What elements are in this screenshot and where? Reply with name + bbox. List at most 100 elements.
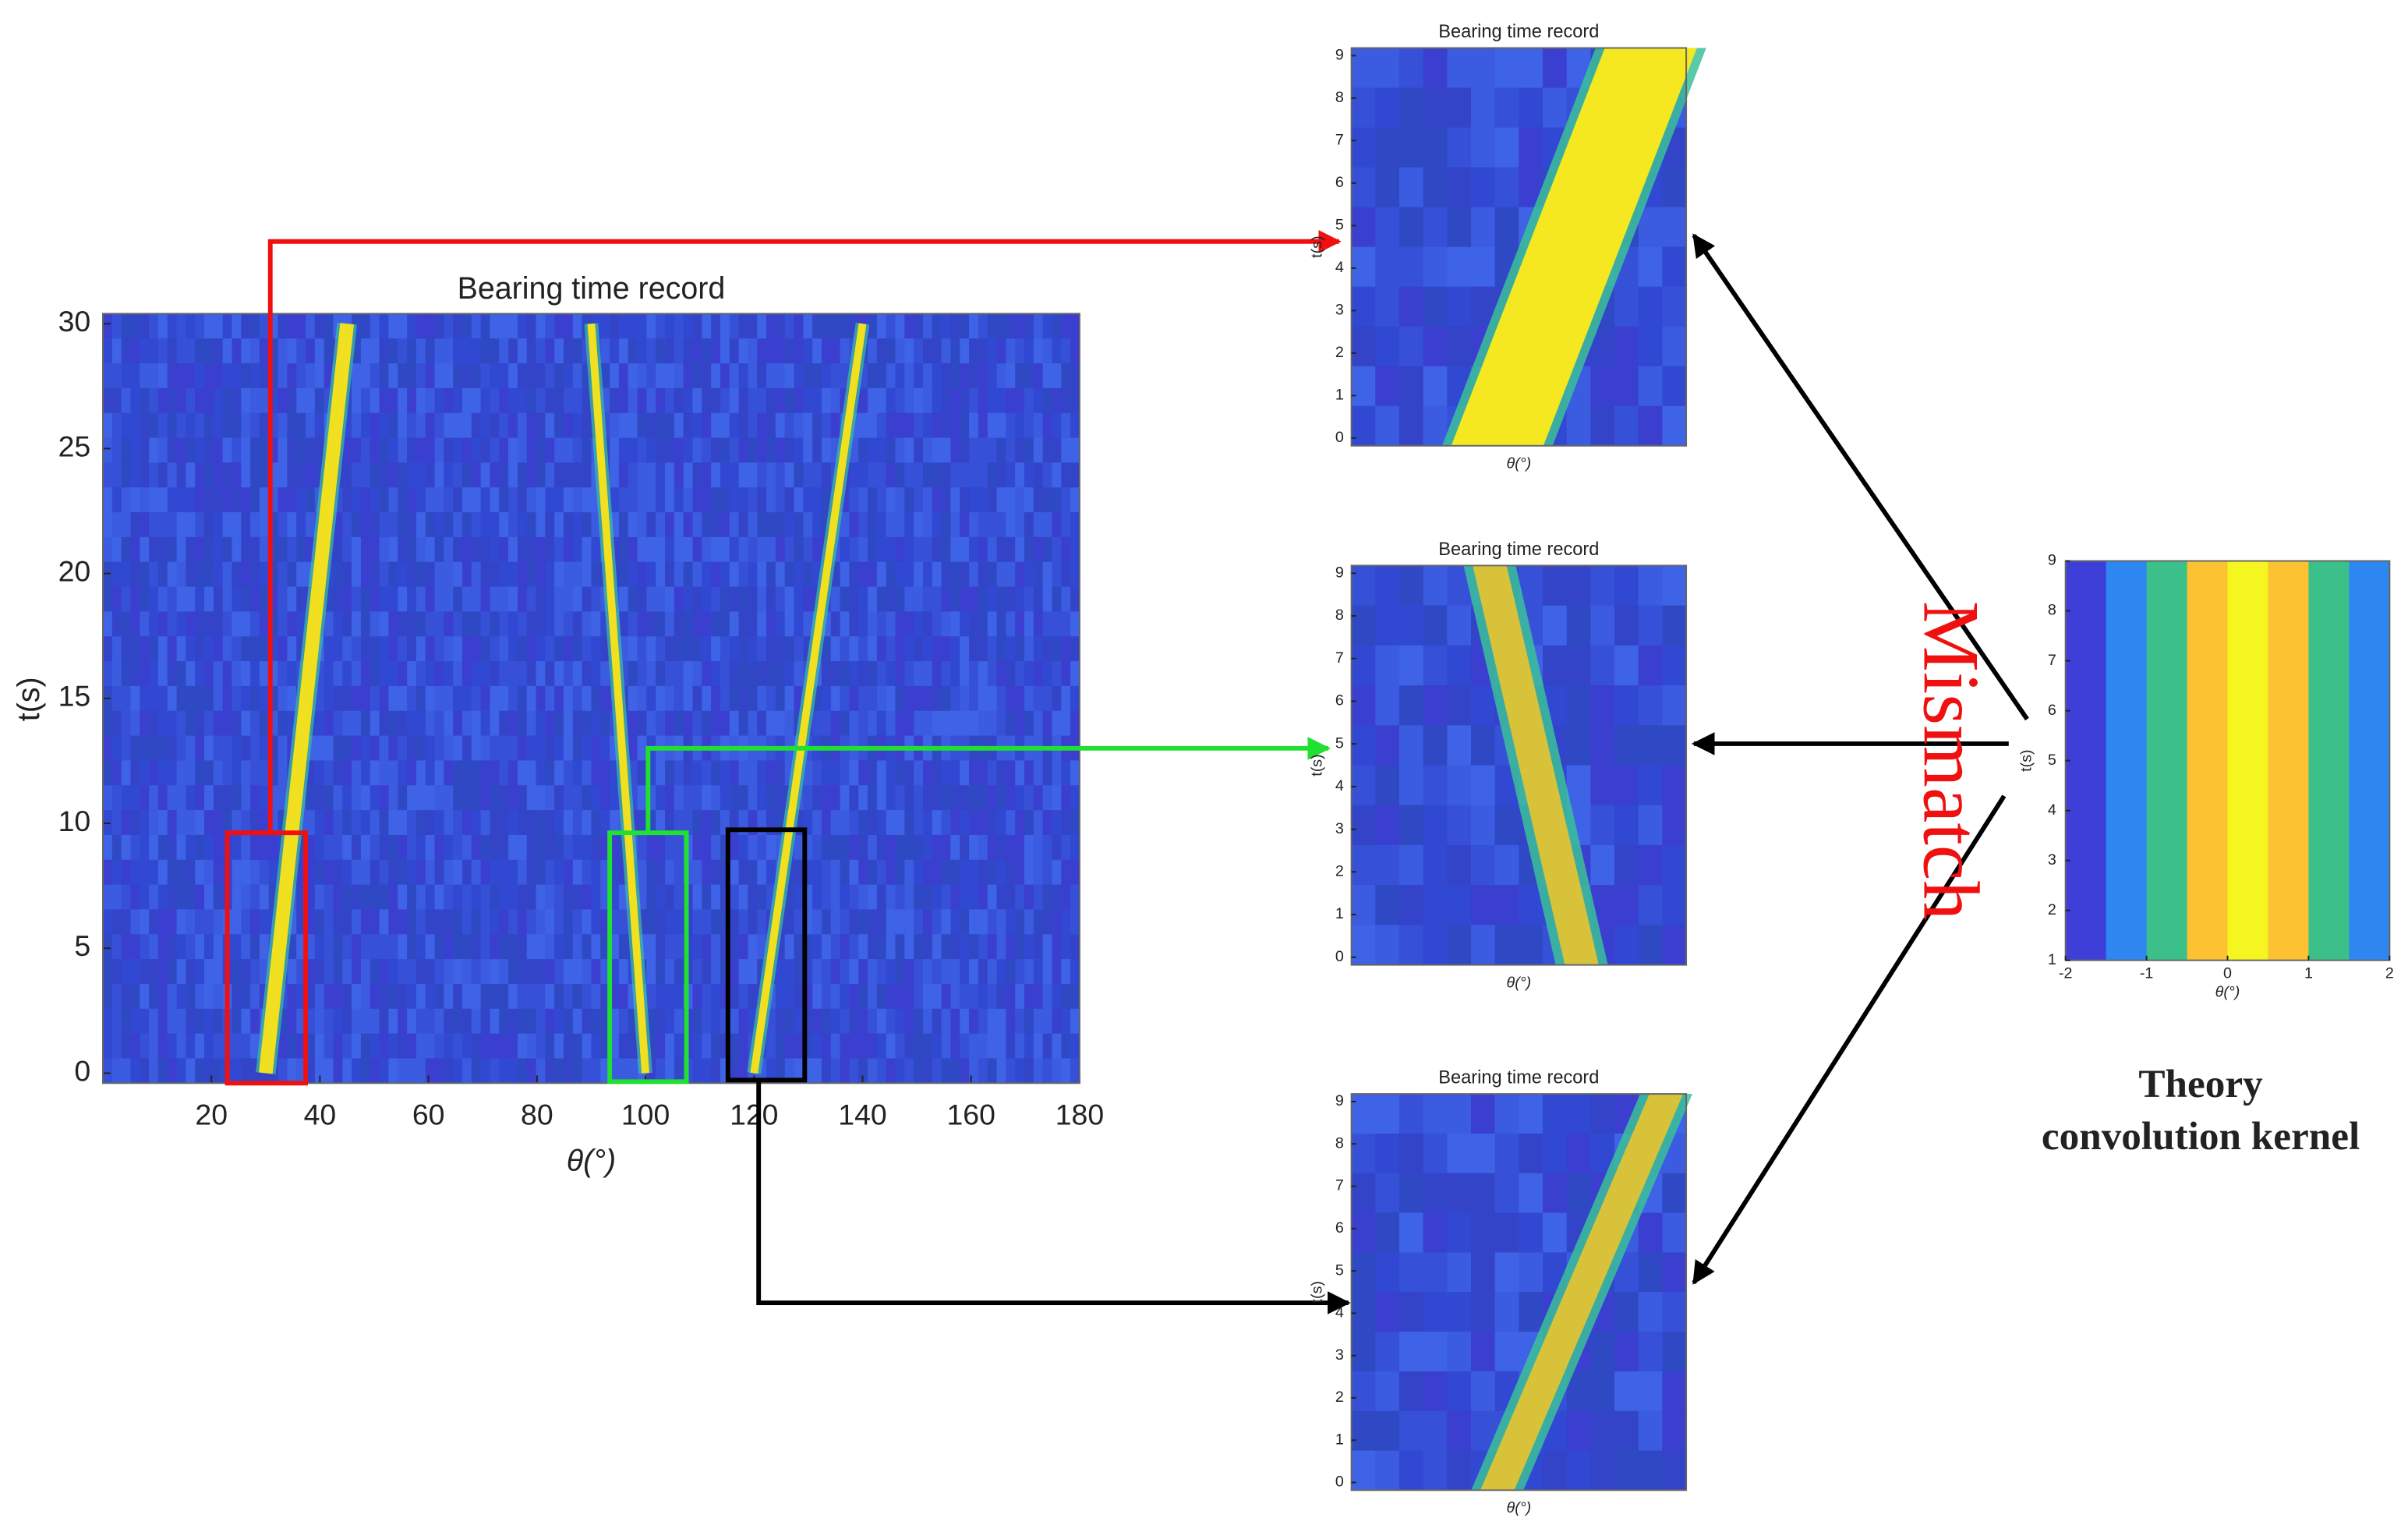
noise-cell [1614,366,1639,407]
noise-cell [149,487,159,513]
noise-cell [996,710,1006,737]
noise-cell [591,834,601,861]
noise-cell [628,661,638,687]
noise-cell [1070,959,1080,985]
noise-cell [545,810,555,836]
noise-cell [287,1008,297,1035]
noise-cell [342,462,352,488]
noise-cell [960,363,970,389]
track [750,323,867,1074]
noise-cell [610,934,620,960]
noise-cell [287,313,297,339]
noise-cell [157,512,168,538]
noise-cell [517,636,528,662]
noise-cell [637,487,647,513]
noise-cell [554,685,564,712]
noise-cell [978,611,988,637]
noise-cell [102,934,113,960]
noise-cell [536,884,546,911]
noise-cell [167,661,178,687]
noise-cell [352,462,362,488]
noise-cell [794,387,804,414]
noise-cell [1033,859,1044,886]
noise-cell [398,512,408,538]
noise-cell [711,959,721,985]
noise-cell [536,760,546,786]
noise-cell [111,561,122,588]
noise-cell [102,1033,113,1060]
noise-cell [692,785,702,811]
noise-cell [812,834,822,861]
noise-cell [379,760,390,786]
noise-cell [204,710,214,737]
noise-cell [702,909,712,935]
noise-cell [794,586,804,612]
noise-cell [1006,536,1016,563]
noise-cell [950,313,960,339]
noise-cell [1070,685,1080,712]
arrow [756,1080,1351,1314]
noise-cell [490,1033,500,1060]
noise-cell [1662,1292,1687,1332]
noise-cell [775,313,786,339]
noise-cell [232,785,242,811]
noise-cell [914,834,924,861]
noise-cell [1070,785,1080,811]
noise-cell [388,586,398,612]
noise-cell [941,512,952,538]
noise-cell [922,909,933,935]
y-tick-label: 5 [1335,734,1344,752]
noise-cell [996,884,1006,911]
noise-cell [987,710,998,737]
x-tick-label: 60 [412,1099,445,1131]
noise-cell [1543,1173,1568,1214]
noise-cell [1638,925,1664,966]
noise-cell [204,412,214,439]
noise-cell [987,462,998,488]
noise-cell [333,536,343,563]
noise-cell [1375,1094,1400,1134]
noise-cell [876,959,887,985]
noise-cell [352,611,362,637]
noise-cell [563,710,574,737]
noise-cell [461,487,472,513]
noise-cell [1070,909,1080,935]
noise-cell [287,1058,297,1084]
noise-cell [111,437,122,463]
noise-cell [692,760,702,786]
noise-cell [342,611,352,637]
noise-cell [149,387,159,414]
noise-cell [176,536,186,563]
noise-cell [536,661,546,687]
noise-cell [324,909,334,935]
noise-cell [628,487,638,513]
noise-cell [176,859,186,886]
noise-cell [1398,565,1424,607]
noise-cell [526,363,537,389]
noise-cell [204,1033,214,1060]
noise-cell [1015,785,1025,811]
noise-cell [425,437,436,463]
noise-cell [1006,785,1016,811]
noise-cell [922,934,933,960]
y-tick-label: 6 [1335,1219,1344,1237]
noise-cell [849,1058,859,1084]
noise-cell [1494,87,1519,129]
noise-cell [591,710,601,737]
noise-cell [176,462,186,488]
noise-cell [111,536,122,563]
noise-cell [1447,1173,1472,1214]
noise-cell [1061,462,1071,488]
noise-cell [388,1008,398,1035]
noise-cell [950,1033,960,1060]
noise-cell [720,636,730,662]
noise-cell [1590,405,1615,447]
noise-cell [444,959,454,985]
noise-cell [702,313,712,339]
noise-cell [545,387,555,414]
y-tick-label: 0 [74,1054,90,1087]
noise-cell [444,462,454,488]
noise-cell [830,387,841,414]
noise-cell [849,760,859,786]
noise-cell [830,1008,841,1035]
